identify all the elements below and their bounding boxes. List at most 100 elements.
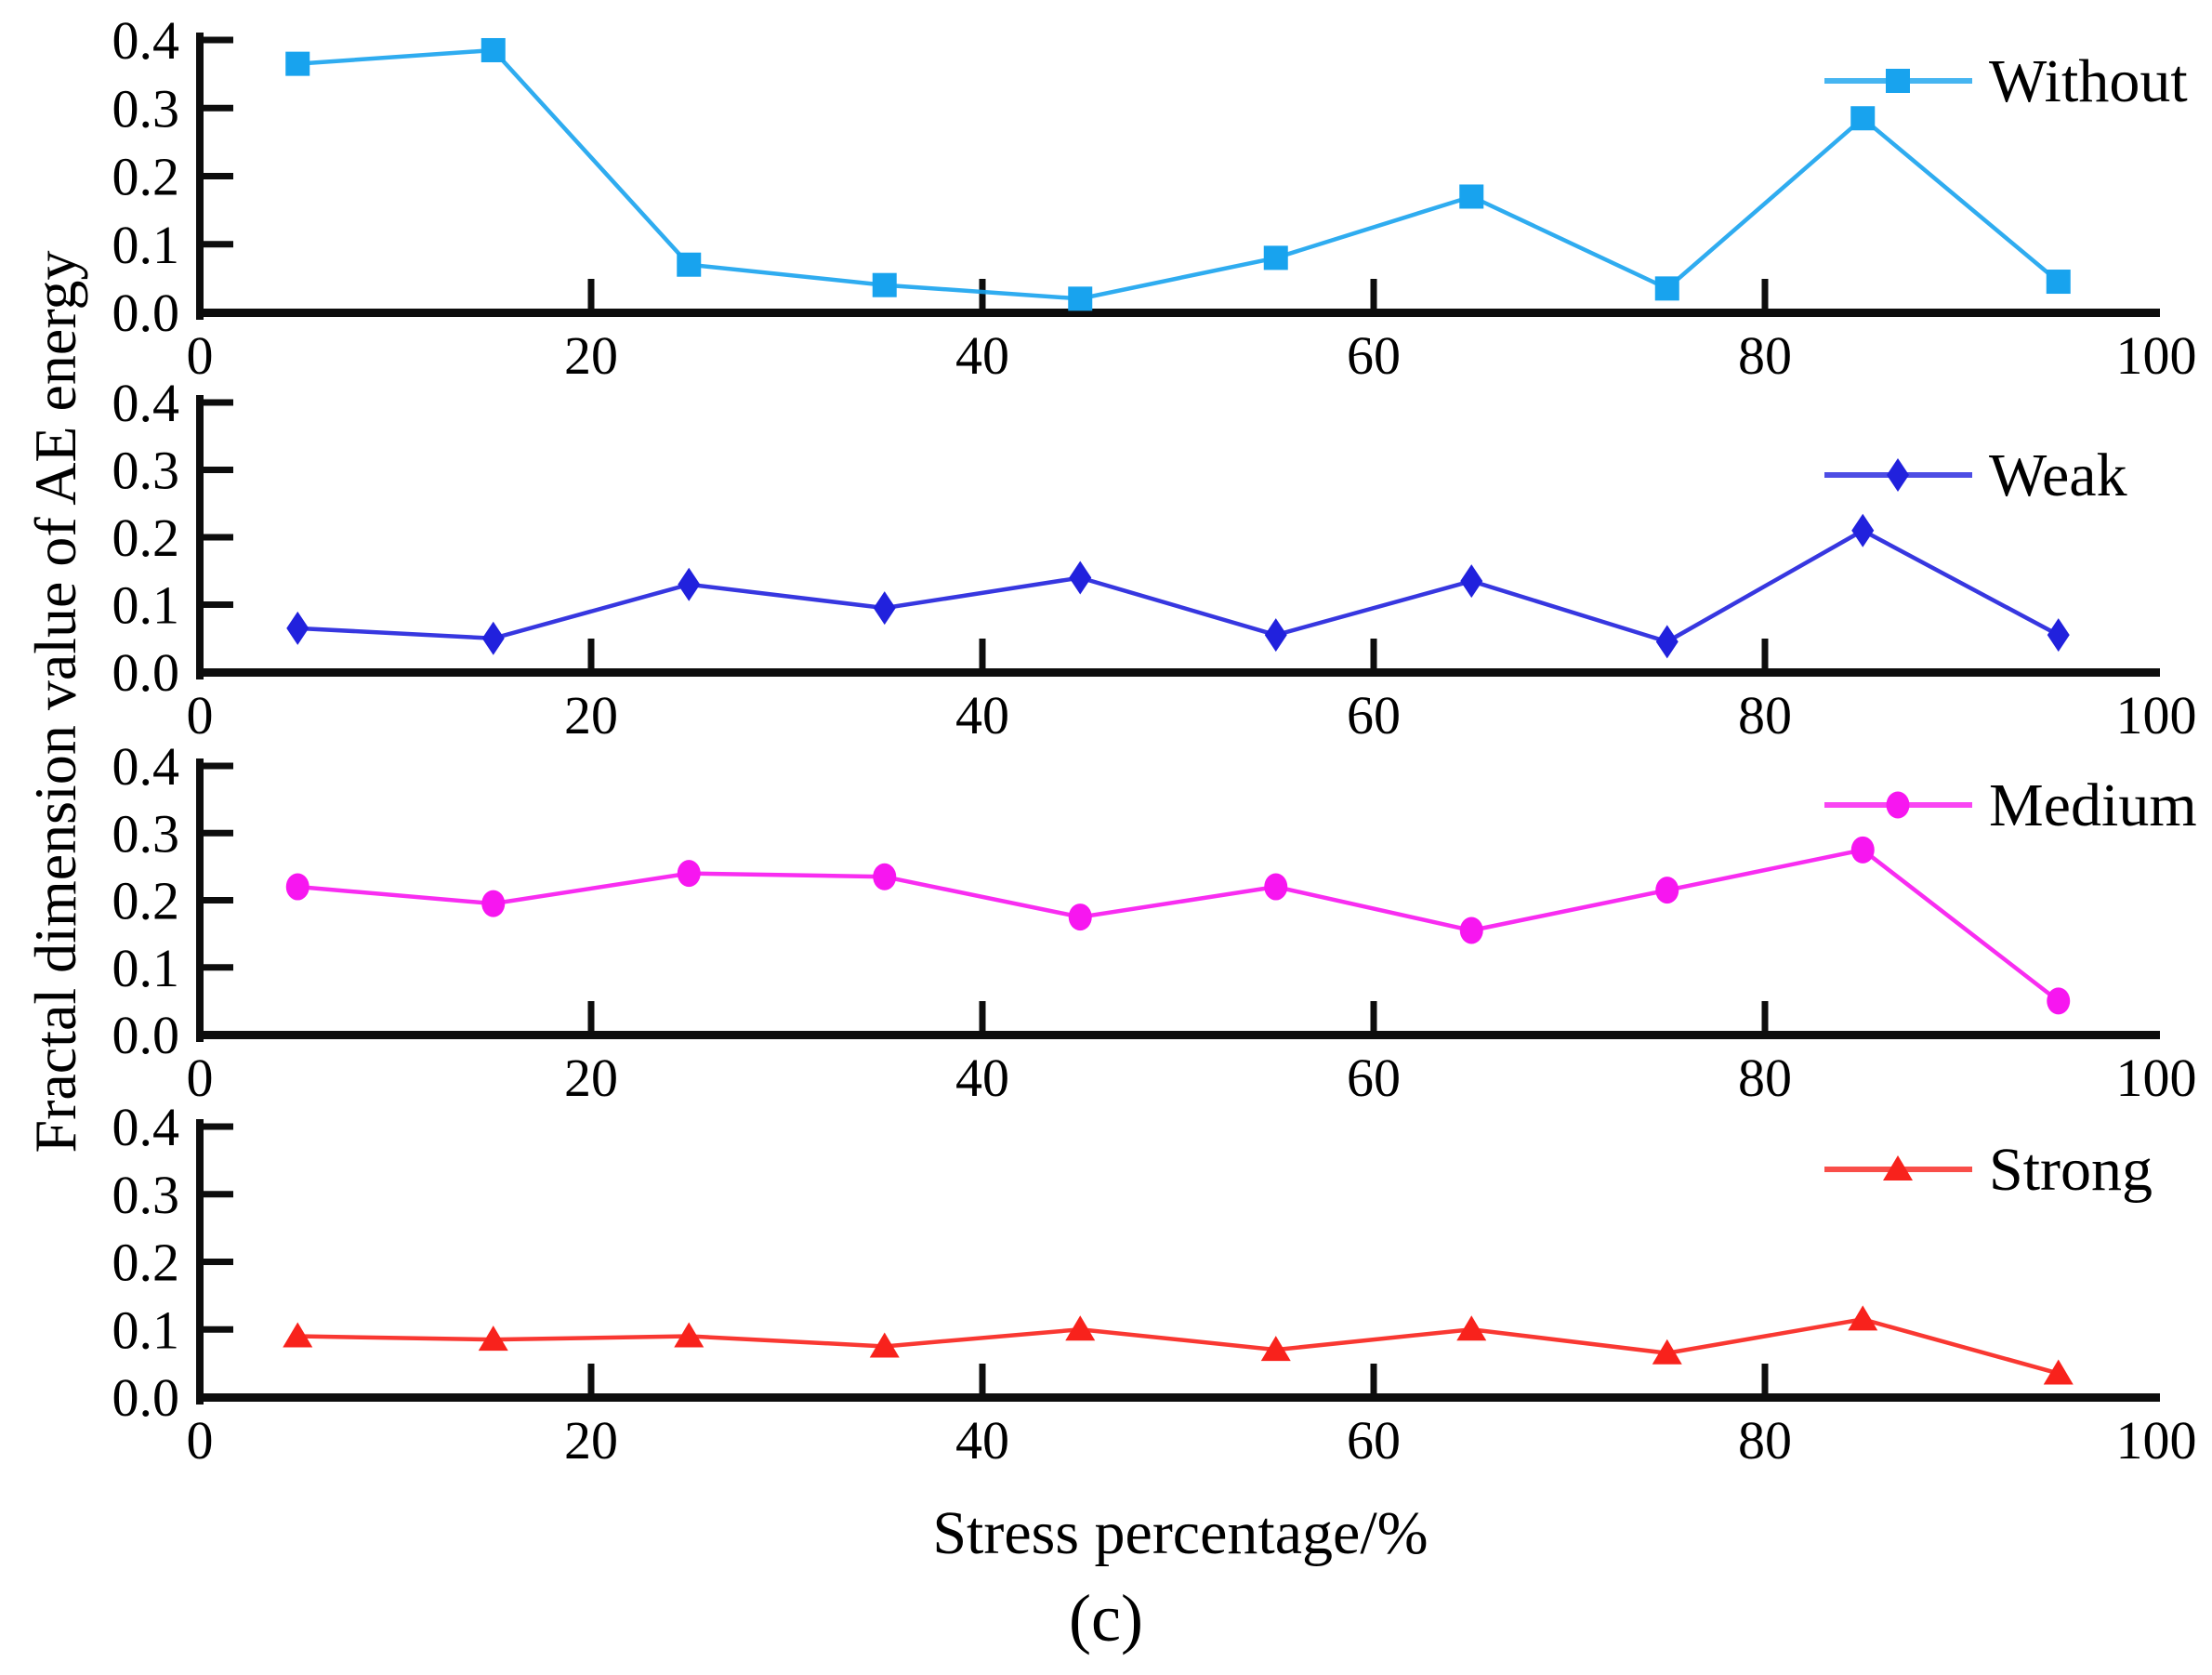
triangle-marker-strong [1652,1339,1682,1365]
diamond-marker-weak [1460,564,1483,599]
circle-marker-medium [1264,873,1288,901]
diamond-marker-weak [286,611,309,645]
x-tick-label: 60 [1347,1048,1401,1108]
triangle-marker-strong [869,1332,900,1358]
legend-medium: Medium [1824,772,2197,839]
x-tick [979,1364,986,1393]
triangle-marker-strong [674,1322,704,1348]
y-tick-label: 0.1 [112,575,180,636]
circle-marker-medium [1850,836,1875,864]
circle-marker-medium [2047,987,2071,1015]
triangle-marker-strong [1065,1315,1096,1341]
triangle-marker-strong [478,1325,508,1352]
y-tick-label: 0.3 [112,803,180,864]
figure-caption: (c) [1069,1581,1143,1655]
y-tick-label: 0.4 [112,1097,180,1157]
triangle-marker-strong [1260,1336,1291,1362]
y-tick [204,1259,233,1265]
y-tick-label: 0.3 [112,78,180,138]
x-tick [1370,639,1377,668]
x-tick-label: 20 [564,685,618,745]
square-marker-without [1850,106,1876,131]
circle-marker-legend [1886,791,1910,819]
y-axis-spine [196,1119,204,1405]
y-tick [204,829,233,837]
legend-label-weak: Weak [1989,442,2127,509]
square-marker-without [677,252,702,277]
diamond-marker-weak [873,591,896,626]
y-tick [204,762,233,770]
y-tick-label: 0.1 [112,215,180,275]
square-marker-without [1459,184,1484,209]
x-axis-spine [196,668,2160,677]
diamond-marker-weak [2047,618,2070,653]
y-tick [204,36,233,44]
square-marker-legend [1886,69,1910,93]
x-tick [1761,1364,1769,1393]
x-axis-spine [196,1031,2160,1039]
y-tick [204,534,233,541]
y-tick-label: 0.4 [112,736,180,797]
diamond-marker-legend [1887,458,1909,492]
diamond-marker-weak [481,621,505,655]
triangle-marker-strong [2043,1359,2074,1385]
y-tick-label: 0.4 [112,373,180,433]
circle-marker-medium [1655,877,1679,904]
x-tick [587,639,595,668]
x-tick-label: 0 [187,1410,214,1471]
y-tick [204,399,233,406]
triangle-marker-strong [283,1322,313,1348]
y-tick [204,964,233,971]
x-tick-label: 20 [564,1410,618,1471]
y-tick-label: 0.0 [112,1367,180,1428]
subplot-medium: 0.0 0.1 0.2 0.30.4 0 20 40 60 80 100 Medium [112,736,2197,1108]
series-line-weak [297,528,2060,644]
x-axis-title: Stress percentage/% [932,1499,1429,1567]
legend-strong: Strong [1824,1136,2153,1204]
circle-marker-medium [873,863,897,890]
y-tick-label: 0.2 [112,871,180,931]
x-tick [1370,1001,1377,1031]
y-axis-spine [196,758,204,1042]
square-marker-without [285,51,310,76]
x-tick [979,1001,986,1031]
x-tick-label: 60 [1347,685,1401,745]
legend-label-medium: Medium [1989,772,2197,839]
series-line-medium [297,847,2061,1003]
x-tick-label: 80 [1738,1048,1792,1108]
legend-weak: Weak [1824,442,2127,509]
circle-marker-medium [285,873,309,901]
y-tick-label: 0.3 [112,441,180,501]
y-tick [204,467,233,473]
circle-marker-medium [1068,903,1092,931]
square-marker-without [872,272,897,297]
y-tick-label: 0.3 [112,1165,180,1225]
y-tick-label: 0.2 [112,147,180,207]
y-tick-label: 0.0 [112,283,180,343]
x-tick-label: 100 [2116,685,2197,745]
x-axis-spine [196,309,2160,317]
y-tick-label: 0.2 [112,1233,180,1293]
x-tick-label: 40 [955,685,1009,745]
x-tick [1370,1364,1377,1393]
circle-marker-medium [677,860,701,888]
x-tick [1370,279,1377,309]
series-line-without [297,47,2061,301]
y-tick [204,173,233,179]
subplot-strong: 0.0 0.10.2 0.3 0.4 0 20 40 60 80 100 Strong [112,1097,2197,1471]
y-tick-label: 0.4 [112,10,180,71]
y-tick [204,104,233,112]
diamond-marker-weak [1069,561,1092,595]
y-tick [204,1123,233,1130]
square-marker-without [1654,276,1679,301]
diamond-marker-weak [1264,618,1287,653]
circle-marker-medium [481,890,506,917]
y-tick-label: 0.1 [112,938,180,998]
x-tick-label: 0 [187,685,214,745]
x-tick-label: 20 [564,325,618,386]
x-tick-label: 100 [2116,1048,2197,1108]
legend-label-strong: Strong [1989,1136,2153,1204]
x-tick [587,279,595,309]
y-tick [204,1325,233,1333]
